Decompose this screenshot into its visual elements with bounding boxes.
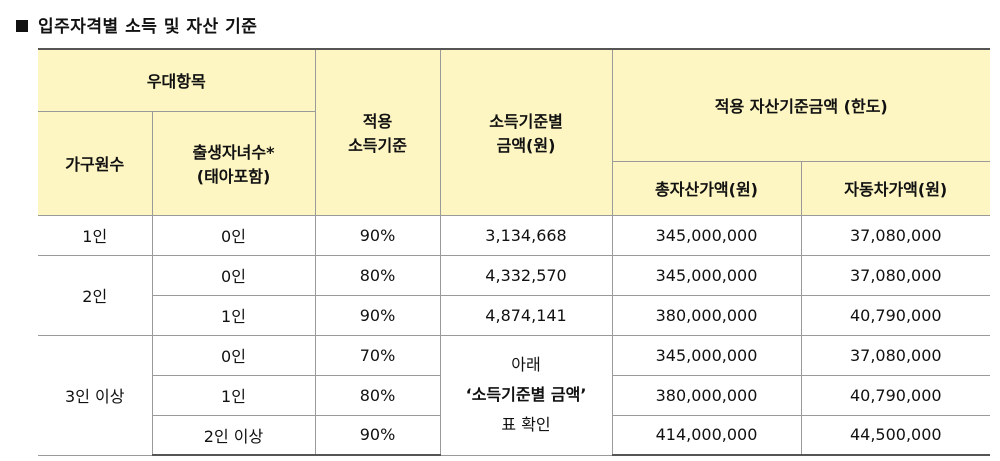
header-total-assets: 총자산가액(원) (612, 160, 802, 216)
cell-car-value: 40,790,000 (800, 294, 991, 336)
table-row: 3인 이상 0인 70% 아래 ‘소득기준별 금액’ 표 확인 345,000,… (38, 334, 991, 456)
cell-income-standard: 70% (314, 334, 441, 376)
cell-total-assets: 345,000,000 (611, 334, 802, 376)
cell-car-value: 44,500,000 (800, 414, 991, 456)
cell-household: 3인 이상 (38, 334, 153, 456)
cell-births: 1인 (152, 374, 316, 416)
header-births: 출생자녀수* (태아포함) (151, 110, 316, 216)
cell-car-value: 37,080,000 (800, 254, 991, 296)
square-bullet-icon (16, 20, 28, 32)
header-car-value: 자동차가액(원) (800, 160, 991, 216)
header-births-line2: (태아포함) (196, 167, 271, 186)
cell-births: 2인 이상 (152, 414, 316, 456)
header-births-line1: 출생자녀수* (192, 143, 275, 162)
header-income-amount: 소득기준별 금액(원) (439, 48, 613, 216)
header-income-standard-line1: 적용 (362, 112, 393, 132)
header-asset-group: 적용 자산기준금액 (한도) (611, 48, 991, 162)
table-row: 1인 0인 90% 3,134,668 345,000,000 37,080,0… (38, 214, 991, 256)
header-income-standard: 적용 소득기준 (314, 48, 441, 216)
header-household: 가구원수 (38, 110, 153, 216)
header-priority: 우대항목 (38, 48, 316, 112)
cell-births: 0인 (151, 334, 316, 376)
cell-income-standard: 90% (314, 294, 441, 336)
cell-income-standard: 80% (314, 254, 441, 296)
table-row: 2인 이상 90% 414,000,000 44,500,000 (38, 414, 991, 456)
cell-births: 0인 (151, 214, 316, 256)
cell-total-assets: 414,000,000 (611, 414, 802, 456)
cell-car-value: 40,790,000 (800, 374, 991, 416)
cell-total-assets: 380,000,000 (611, 294, 802, 336)
cell-car-value: 37,080,000 (800, 214, 991, 256)
cell-total-assets: 380,000,000 (611, 374, 802, 416)
cell-income-standard: 80% (314, 374, 441, 416)
cell-income-amount: 4,332,570 (439, 254, 613, 296)
cell-income-standard: 90% (314, 414, 441, 456)
cell-total-assets: 345,000,000 (611, 254, 802, 296)
cell-births: 1인 (152, 294, 316, 336)
section-title-text: 입주자격별 소득 및 자산 기준 (38, 17, 258, 37)
header-income-amount-line1: 소득기준별 (489, 112, 563, 132)
cell-household: 2인 (38, 254, 153, 336)
income-amount-note-line3: 표 확인 (501, 415, 551, 434)
cell-births: 0인 (151, 254, 316, 296)
header-income-standard-line2: 소득기준 (348, 136, 407, 156)
income-amount-note-line1: 아래 (511, 355, 541, 374)
income-asset-criteria-table: 우대항목 적용 소득기준 소득기준별 금액(원) 적용 자산기준금액 (한도) … (38, 48, 991, 456)
header-income-amount-line2: 금액(원) (496, 136, 556, 156)
cell-total-assets: 345,000,000 (611, 214, 802, 256)
cell-income-amount: 3,134,668 (439, 214, 613, 256)
cell-car-value: 37,080,000 (800, 334, 991, 376)
cell-income-standard: 90% (314, 214, 441, 256)
cell-income-amount: 4,874,141 (439, 294, 613, 336)
cell-household: 1인 (38, 214, 153, 256)
cell-income-amount-note: 아래 ‘소득기준별 금액’ 표 확인 (439, 334, 613, 456)
income-amount-note-line2: ‘소득기준별 금액’ (465, 385, 587, 404)
section-title: 입주자격별 소득 및 자산 기준 (16, 12, 257, 37)
table-row: 1인 90% 4,874,141 380,000,000 40,790,000 (38, 294, 991, 336)
table-row: 2인 0인 80% 4,332,570 345,000,000 37,080,0… (38, 254, 991, 336)
